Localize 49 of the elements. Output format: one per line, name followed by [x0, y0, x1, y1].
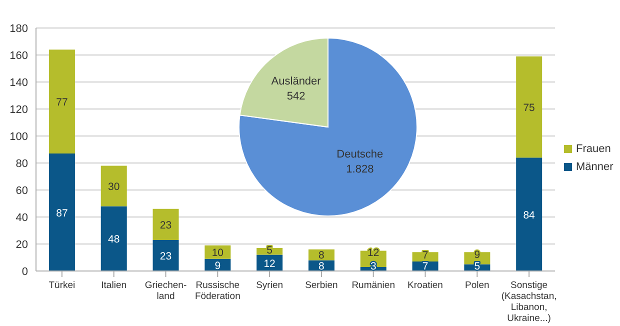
- y-tick-label: 140: [10, 76, 28, 89]
- x-tick-label: Kroatien: [408, 280, 443, 291]
- data-label: 8: [318, 250, 325, 262]
- bar: [100, 206, 127, 271]
- x-tick-label: Syrien: [256, 280, 284, 291]
- bar: [48, 50, 75, 154]
- y-tick-label: 20: [16, 238, 28, 251]
- data-label: 30: [108, 180, 120, 193]
- data-label: 48: [108, 234, 120, 246]
- y-tick-label: 0: [22, 266, 28, 278]
- y-tick-label: 120: [10, 104, 28, 116]
- data-label: 9: [474, 248, 480, 261]
- data-label: 1.828: [346, 164, 374, 176]
- legend-label: Männer: [576, 161, 614, 173]
- legend-label: Frauen: [576, 143, 611, 155]
- x-tick-label: Polen: [464, 280, 490, 291]
- data-label: 10: [212, 247, 224, 260]
- data-label: 9: [214, 260, 221, 272]
- data-label: 542: [286, 90, 306, 102]
- data-label: 23: [160, 250, 172, 262]
- y-tick-label: 40: [16, 212, 28, 224]
- pie-slice: [238, 38, 418, 216]
- data-label: 12: [264, 258, 276, 270]
- data-label: 75: [523, 102, 536, 114]
- x-tick-label: Sonstige (Kasachstan, Libanon, Ukraine...): [501, 280, 557, 324]
- data-label: 8: [318, 260, 325, 272]
- x-tick-label: Russische Föderation: [194, 280, 240, 302]
- x-tick-label: Türkei: [48, 280, 76, 291]
- x-tick-label: Serbien: [305, 280, 338, 291]
- data-label: 77: [56, 96, 68, 109]
- x-tick-label: Rumänien: [352, 280, 396, 291]
- bar: [516, 158, 542, 271]
- y-tick-label: 60: [16, 184, 28, 197]
- bar: [48, 154, 75, 271]
- y-tick-label: 100: [10, 130, 28, 143]
- slice-label: Ausländer: [271, 75, 322, 88]
- bar: [516, 56, 542, 158]
- data-label: 23: [160, 219, 172, 232]
- data-label: 7: [422, 250, 428, 262]
- x-tick-label: Griechen- land: [144, 280, 187, 302]
- data-label: 87: [56, 207, 68, 220]
- x-tick-label: Italien: [101, 280, 127, 291]
- y-tick-label: 180: [10, 22, 28, 35]
- data-label: 5: [266, 244, 273, 256]
- slice-label: Deutsche: [336, 148, 384, 161]
- y-tick-label: 80: [16, 158, 28, 170]
- data-label: 84: [523, 209, 536, 222]
- y-tick-label: 160: [10, 50, 28, 62]
- data-label: 7: [422, 260, 428, 272]
